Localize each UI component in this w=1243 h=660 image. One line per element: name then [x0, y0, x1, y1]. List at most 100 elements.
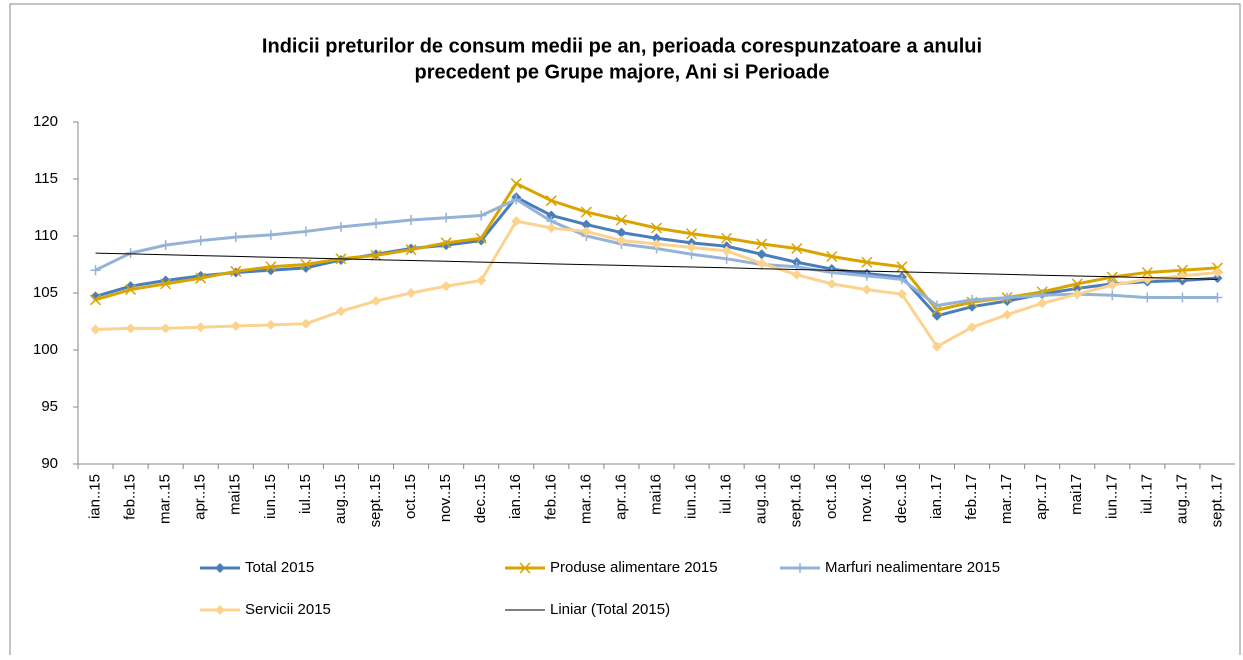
- data-point: [545, 195, 557, 207]
- data-point: [651, 238, 662, 249]
- data-point: [195, 322, 206, 333]
- data-point: [896, 274, 907, 285]
- data-point: [896, 261, 908, 273]
- data-point: [371, 218, 382, 229]
- data-point: [371, 295, 382, 306]
- data-point: [230, 265, 242, 277]
- y-tick-label: 95: [41, 398, 58, 415]
- data-point: [896, 289, 907, 300]
- x-tick-label: ian..17: [928, 474, 945, 519]
- x-tick-label: mar..15: [157, 474, 174, 524]
- data-point: [1142, 292, 1153, 303]
- data-point: [125, 323, 136, 334]
- data-point: [89, 294, 102, 306]
- x-tick-label: mai16: [647, 474, 664, 515]
- data-point: [160, 323, 171, 334]
- data-point: [1002, 309, 1013, 320]
- data-point: [160, 278, 172, 290]
- data-point: [335, 306, 346, 317]
- legend-marker: [519, 562, 531, 574]
- data-point: [546, 223, 557, 234]
- x-tick-label: feb..16: [542, 474, 559, 520]
- data-point: [616, 227, 627, 238]
- x-tick-label: sept..16: [788, 474, 805, 527]
- x-tick-label: oct..16: [823, 474, 840, 519]
- x-tick-label: iul..16: [718, 474, 735, 514]
- chart-title: precedent pe Grupe majore, Ani si Perioa…: [415, 61, 830, 83]
- data-point: [1177, 292, 1188, 303]
- x-tick-label: apr..16: [612, 474, 629, 520]
- data-point: [265, 229, 276, 240]
- x-tick-label: dec..15: [472, 474, 489, 523]
- y-tick-label: 100: [33, 341, 58, 358]
- data-point: [931, 341, 942, 352]
- x-tick-label: iul..15: [297, 474, 314, 514]
- data-point: [406, 215, 417, 226]
- data-point: [861, 284, 872, 295]
- chart-title: Indicii preturilor de consum medii pe an…: [262, 35, 982, 57]
- data-point: [1212, 292, 1223, 303]
- data-point: [580, 206, 592, 218]
- legend-marker: [215, 605, 225, 615]
- data-point: [967, 322, 978, 333]
- data-point: [90, 265, 101, 276]
- data-point: [265, 319, 276, 330]
- legend-label: Produse alimentare 2015: [550, 559, 718, 576]
- y-tick-label: 115: [34, 170, 58, 187]
- x-tick-label: nov..15: [437, 474, 454, 522]
- data-point: [686, 228, 698, 240]
- data-point: [125, 248, 136, 259]
- data-point: [511, 194, 522, 205]
- data-point: [510, 178, 522, 190]
- data-point: [826, 278, 837, 289]
- data-point: [1142, 274, 1153, 285]
- data-point: [756, 249, 767, 260]
- legend-label: Total 2015: [245, 559, 314, 576]
- x-tick-label: aug..17: [1173, 474, 1190, 524]
- data-point: [441, 212, 452, 223]
- data-point: [195, 235, 206, 246]
- data-point: [1037, 298, 1048, 309]
- data-point: [1141, 266, 1153, 279]
- legend-label: Marfuri nealimentare 2015: [825, 559, 1000, 576]
- x-tick-label: mar..16: [577, 474, 594, 524]
- data-point: [1072, 289, 1083, 300]
- data-point: [300, 258, 312, 271]
- y-tick-label: 120: [33, 113, 58, 130]
- data-point: [791, 243, 803, 255]
- x-tick-label: nov..16: [858, 474, 875, 522]
- x-tick-label: sept..15: [367, 474, 384, 527]
- x-tick-label: iun..15: [262, 474, 279, 519]
- data-point: [195, 272, 207, 284]
- data-point: [581, 226, 592, 237]
- data-point: [826, 250, 838, 263]
- data-point: [406, 288, 417, 298]
- data-point: [861, 270, 872, 281]
- x-tick-label: dec..16: [893, 474, 910, 523]
- data-point: [1071, 278, 1083, 290]
- x-tick-label: mar..17: [998, 474, 1015, 524]
- x-tick-label: mai15: [227, 474, 244, 515]
- x-tick-label: iul..17: [1138, 474, 1155, 514]
- x-tick-label: feb..15: [122, 474, 139, 520]
- legend-marker: [215, 563, 225, 573]
- data-point: [967, 294, 978, 305]
- legend-label: Liniar (Total 2015): [550, 601, 670, 618]
- data-point: [581, 219, 592, 230]
- data-point: [1176, 264, 1188, 276]
- data-point: [616, 235, 627, 246]
- x-tick-label: apr..17: [1033, 474, 1050, 520]
- data-point: [300, 226, 311, 237]
- data-point: [160, 240, 171, 251]
- data-point: [405, 244, 417, 256]
- data-point: [300, 318, 311, 329]
- y-tick-label: 110: [34, 227, 58, 244]
- data-point: [335, 221, 346, 232]
- data-point: [511, 216, 522, 227]
- data-point: [1107, 290, 1118, 301]
- data-point: [476, 275, 487, 286]
- data-point: [650, 222, 663, 234]
- data-point: [230, 232, 241, 243]
- x-tick-label: oct..15: [402, 474, 419, 519]
